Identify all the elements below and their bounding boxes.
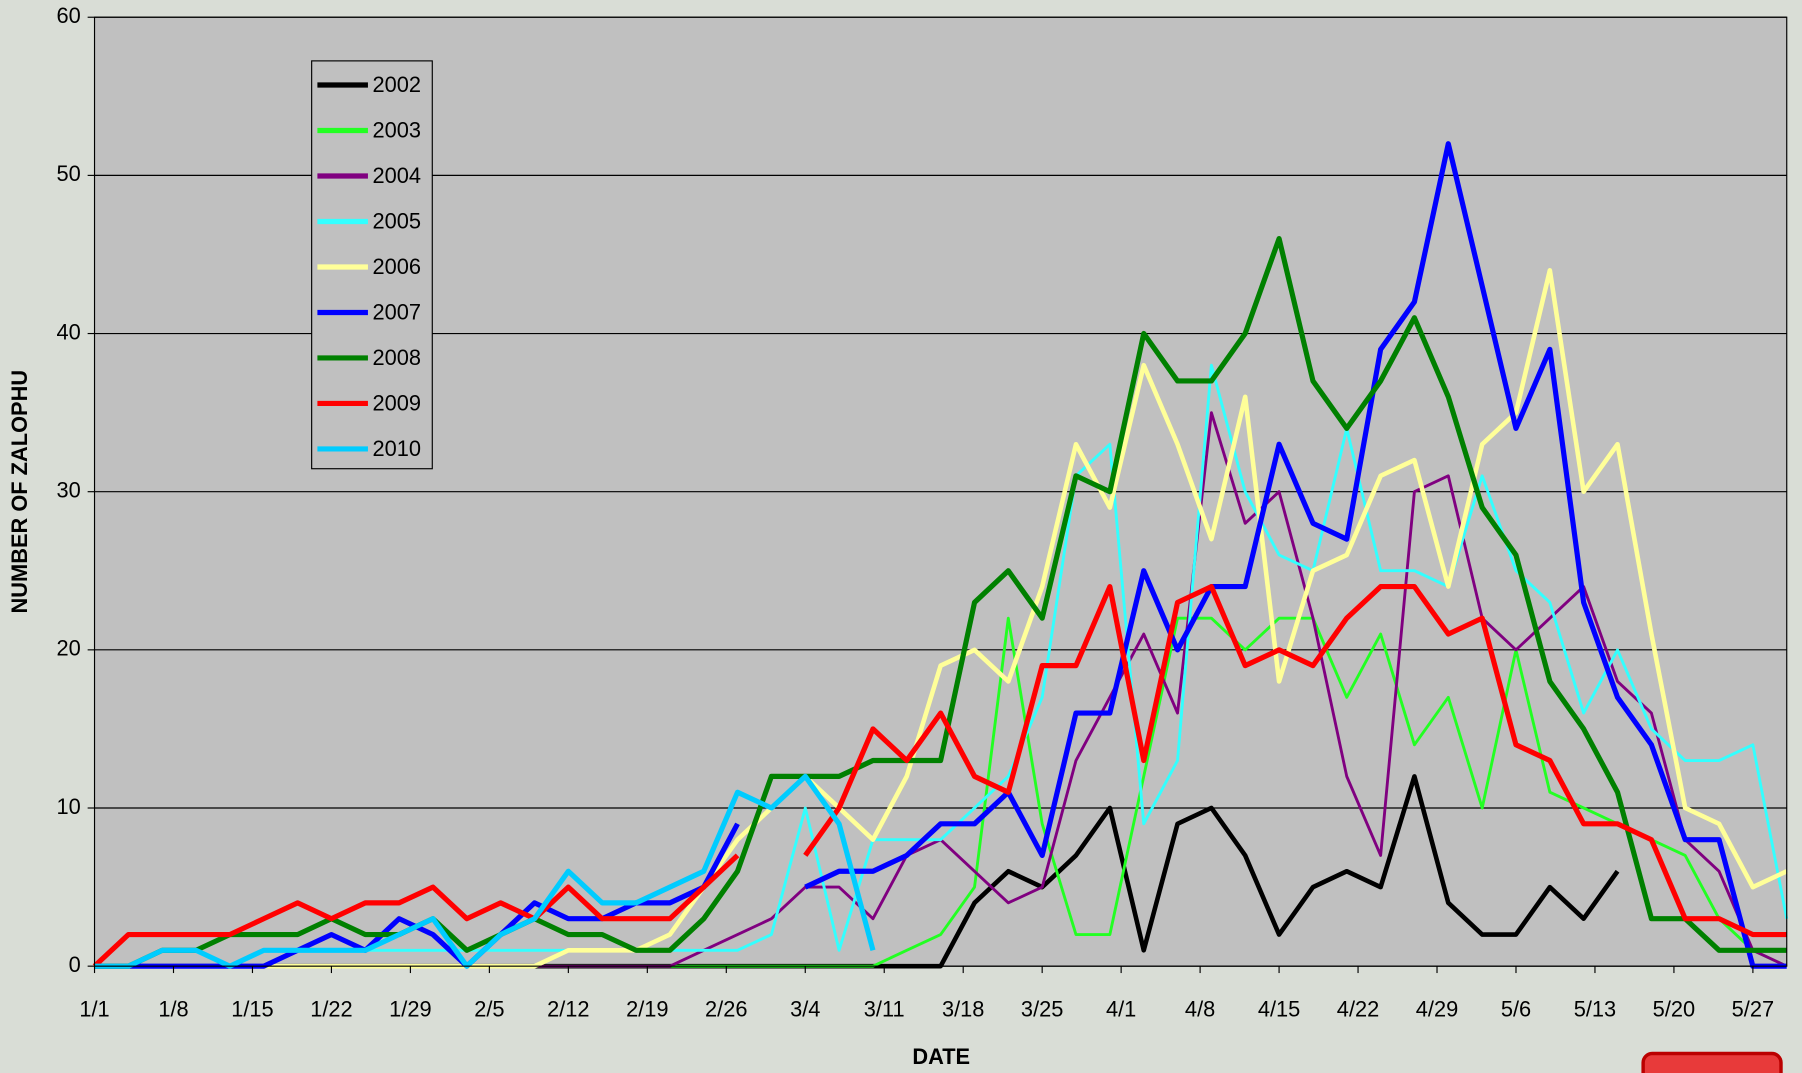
x-tick-label: 5/20 [1653, 997, 1695, 1022]
x-tick-label: 4/8 [1185, 997, 1215, 1022]
y-tick-label: 30 [56, 477, 80, 502]
legend-label: 2006 [373, 254, 422, 279]
red-button[interactable] [1641, 1051, 1783, 1073]
legend-label: 2002 [373, 72, 422, 97]
x-tick-label: 4/22 [1337, 997, 1379, 1022]
y-tick-label: 40 [56, 319, 80, 344]
legend-label: 2005 [373, 208, 422, 233]
y-axis-title: NUMBER OF ZALOPHU [7, 370, 32, 614]
x-tick-label: 4/15 [1258, 997, 1300, 1022]
series-line [94, 236, 1787, 969]
y-tick-label: 0 [69, 952, 81, 977]
x-tick-label: 1/1 [79, 997, 109, 1022]
x-tick-label: 1/8 [158, 997, 188, 1022]
x-tick-label: 5/6 [1501, 997, 1531, 1022]
y-tick-label: 60 [56, 3, 80, 28]
x-tick-label: 5/27 [1732, 997, 1774, 1022]
x-tick-label: 2/19 [626, 997, 668, 1022]
x-tick-label: 4/29 [1416, 997, 1458, 1022]
x-tick-label: 1/29 [389, 997, 431, 1022]
x-tick-label: 3/11 [864, 997, 905, 1022]
y-tick-label: 50 [56, 161, 80, 186]
x-tick-label: 2/26 [705, 997, 747, 1022]
legend-label: 2010 [373, 436, 422, 461]
x-tick-label: 2/12 [547, 997, 589, 1022]
series-line [92, 584, 1787, 969]
x-tick-label: 5/13 [1574, 997, 1616, 1022]
legend-label: 2008 [373, 345, 422, 370]
x-tick-label: 1/15 [231, 997, 273, 1022]
legend-label: 2003 [373, 117, 422, 142]
x-axis-title: DATE [912, 1044, 970, 1069]
x-tick-label: 3/4 [790, 997, 820, 1022]
x-tick-label: 3/25 [1021, 997, 1063, 1022]
y-tick-label: 20 [56, 636, 80, 661]
legend-label: 2009 [373, 390, 422, 415]
series-line [94, 773, 876, 969]
legend-label: 2004 [373, 163, 422, 188]
x-tick-label: 4/1 [1106, 997, 1136, 1022]
y-tick-label: 10 [56, 794, 80, 819]
legend: 2002 2003 2004 2005 2006 2007 2008 2009 2010 [311, 60, 433, 470]
x-tick-label: 1/22 [310, 997, 352, 1022]
x-tick-label: 3/18 [942, 997, 984, 1022]
legend-label: 2007 [373, 299, 422, 324]
axes: 0 10 20 30 40 50 60 1/1 1/8 1/15 1/22 1/29 2/5 2/12 2/… [56, 3, 1774, 1022]
x-tick-label: 2/5 [474, 997, 504, 1022]
